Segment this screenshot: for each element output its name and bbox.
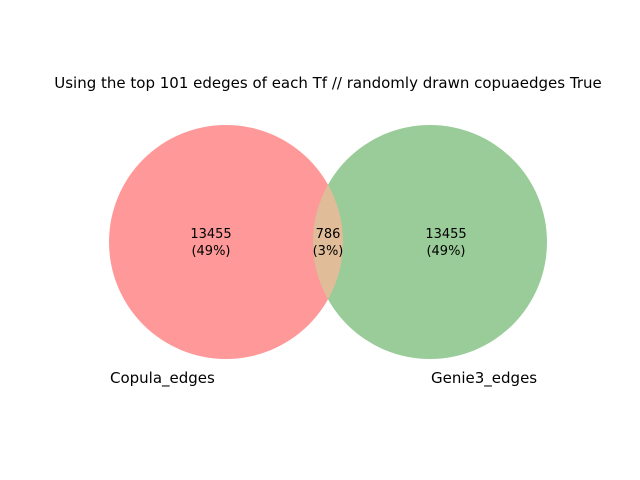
- right-only-percent: (49%): [426, 244, 465, 259]
- left-only-percent: (49%): [191, 244, 230, 259]
- genie3-edges-label: Genie3_edges: [431, 369, 537, 388]
- intersection-count: 786: [316, 227, 341, 242]
- chart-title: Using the top 101 edeges of each Tf // r…: [54, 74, 601, 92]
- copula-edges-label: Copula_edges: [110, 369, 215, 388]
- genie3-edges-circle: [313, 125, 547, 359]
- left-only-count: 13455: [190, 227, 231, 242]
- intersection-percent: (3%): [313, 244, 344, 259]
- copula-edges-circle: [109, 125, 343, 359]
- right-only-count: 13455: [425, 227, 466, 242]
